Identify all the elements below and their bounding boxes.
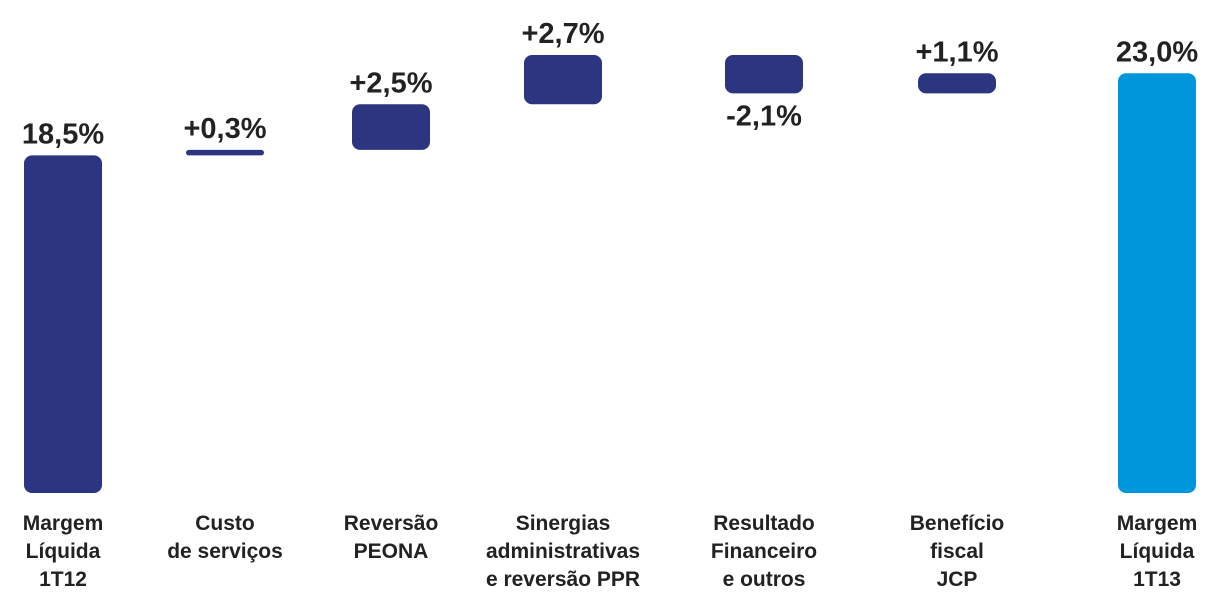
category-label: Líquida: [26, 540, 101, 563]
value-label: +1,1%: [915, 36, 998, 68]
bar: [24, 155, 102, 493]
category-label: fiscal: [930, 540, 984, 563]
category-label: e outros: [723, 568, 806, 591]
value-label: 23,0%: [1116, 36, 1198, 68]
category-label: e reversão PPR: [486, 568, 640, 591]
value-label: 18,5%: [22, 118, 104, 150]
category-label: administrativas: [486, 540, 640, 563]
category-label: 1T13: [1133, 568, 1181, 591]
category-label: Benefício: [910, 512, 1005, 535]
category-label: JCP: [937, 568, 978, 591]
category-label: Custo: [195, 512, 255, 535]
category-label: de serviços: [167, 540, 283, 563]
category-label: Resultado: [713, 512, 815, 535]
value-label: +2,7%: [521, 18, 604, 50]
bar: [1118, 73, 1196, 493]
category-label: Margem: [1117, 512, 1198, 535]
category-label: 1T12: [39, 568, 87, 591]
bar: [352, 104, 430, 150]
bar: [186, 149, 264, 156]
category-label: Reversão: [344, 512, 439, 535]
bar: [524, 55, 602, 105]
category-label: Financeiro: [711, 540, 817, 563]
category-label: Líquida: [1120, 540, 1195, 563]
value-label: -2,1%: [726, 100, 802, 132]
category-label: PEONA: [354, 540, 429, 563]
bar: [918, 73, 996, 94]
category-label: Margem: [23, 512, 104, 535]
value-label: +0,3%: [183, 113, 266, 145]
value-label: +2,5%: [349, 67, 432, 99]
category-label: Sinergias: [516, 512, 611, 535]
bar: [725, 55, 803, 94]
